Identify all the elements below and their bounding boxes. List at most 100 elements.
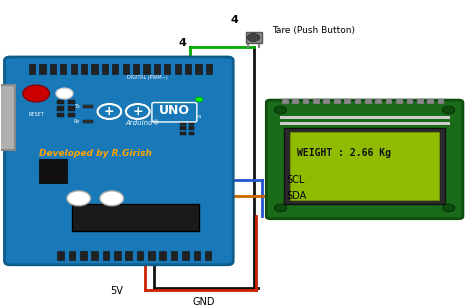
Bar [148, 251, 155, 260]
Bar [60, 64, 66, 74]
Bar [282, 99, 289, 104]
Bar [189, 132, 194, 135]
FancyBboxPatch shape [266, 100, 463, 219]
Circle shape [100, 191, 124, 206]
Bar [280, 116, 450, 119]
Text: 5V: 5V [110, 286, 123, 296]
Bar [438, 99, 445, 104]
Bar [57, 113, 64, 118]
Bar [69, 251, 75, 260]
Bar [57, 100, 64, 104]
Circle shape [98, 104, 121, 119]
Bar [112, 64, 118, 74]
Bar [50, 64, 56, 74]
Bar [180, 126, 186, 130]
Bar [182, 251, 189, 260]
Bar [80, 251, 87, 260]
Bar [189, 121, 194, 125]
Bar [407, 99, 413, 104]
Circle shape [23, 85, 49, 102]
Bar [71, 64, 77, 74]
Text: RESET: RESET [28, 112, 44, 117]
Text: GND: GND [192, 297, 215, 307]
Circle shape [126, 104, 150, 119]
Bar [206, 64, 212, 74]
Circle shape [443, 106, 455, 114]
Bar [57, 251, 64, 260]
Bar [137, 251, 144, 260]
Bar [103, 251, 109, 260]
Bar [174, 64, 181, 74]
Bar [246, 33, 262, 43]
Bar [375, 99, 382, 104]
Bar [180, 121, 186, 125]
Circle shape [443, 204, 455, 212]
Text: SDA: SDA [287, 191, 307, 201]
Bar [185, 64, 191, 74]
Circle shape [274, 106, 287, 114]
Bar [292, 99, 299, 104]
Bar [83, 105, 93, 108]
FancyBboxPatch shape [4, 57, 233, 265]
Bar [114, 251, 121, 260]
Bar [205, 251, 211, 260]
Text: +: + [132, 105, 143, 118]
Text: ON: ON [196, 115, 202, 119]
Bar [126, 251, 132, 260]
Bar [171, 251, 177, 260]
Circle shape [67, 191, 91, 206]
Text: DIGITAL (PWM~): DIGITAL (PWM~) [127, 75, 167, 80]
Bar [417, 99, 424, 104]
Bar [57, 107, 64, 111]
Bar [313, 99, 319, 104]
Bar [68, 107, 75, 111]
Bar [83, 120, 93, 123]
Bar [290, 131, 439, 200]
Bar [189, 126, 194, 130]
Bar [81, 64, 87, 74]
Bar [355, 99, 361, 104]
Text: SCL: SCL [287, 175, 305, 185]
Circle shape [195, 97, 203, 102]
Bar [164, 64, 170, 74]
Bar [323, 99, 330, 104]
Bar [334, 99, 340, 104]
Circle shape [274, 204, 287, 212]
Text: +: + [104, 105, 115, 118]
Bar [180, 132, 186, 135]
FancyBboxPatch shape [152, 103, 197, 122]
Text: 4: 4 [179, 38, 187, 48]
Bar [154, 64, 160, 74]
Bar [386, 99, 392, 104]
Text: Tare (Push Button): Tare (Push Button) [273, 26, 356, 35]
Bar [29, 64, 35, 74]
Bar [344, 99, 351, 104]
Circle shape [56, 88, 73, 99]
Bar [123, 64, 129, 74]
Text: Developed by R.Girish: Developed by R.Girish [39, 149, 152, 158]
Bar [280, 122, 450, 125]
Bar [68, 113, 75, 118]
Circle shape [247, 34, 260, 41]
Text: Rx: Rx [74, 119, 80, 124]
Bar [428, 99, 434, 104]
Bar [133, 64, 139, 74]
Bar [365, 99, 372, 104]
Text: UNO: UNO [159, 104, 190, 117]
Bar [91, 64, 98, 74]
Text: Arduino®: Arduino® [125, 120, 160, 126]
Bar [102, 64, 108, 74]
Bar [91, 251, 98, 260]
Text: WEIGHT : 2.66 Kg: WEIGHT : 2.66 Kg [297, 148, 391, 158]
Bar [38, 159, 67, 183]
Bar [159, 251, 166, 260]
Bar [195, 64, 201, 74]
Bar [303, 99, 310, 104]
Bar [39, 64, 46, 74]
Bar [72, 204, 199, 231]
Bar [284, 128, 445, 204]
Bar [0, 84, 15, 150]
Bar [193, 251, 200, 260]
Bar [144, 64, 150, 74]
Bar [68, 100, 75, 104]
